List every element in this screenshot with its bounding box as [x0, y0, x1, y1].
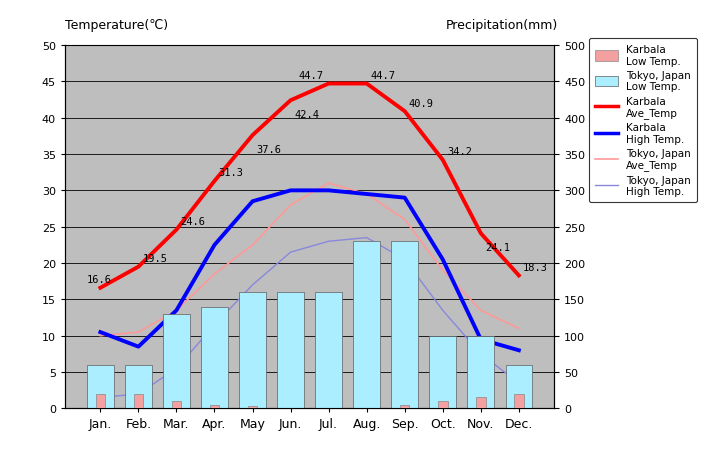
- Text: 34.2: 34.2: [447, 147, 472, 157]
- Bar: [163, 314, 190, 409]
- Bar: [476, 397, 485, 409]
- Bar: [277, 292, 304, 409]
- Text: 44.7: 44.7: [298, 71, 323, 81]
- Text: 37.6: 37.6: [257, 145, 282, 154]
- Bar: [392, 242, 418, 409]
- Bar: [505, 365, 532, 409]
- Text: 42.4: 42.4: [294, 110, 320, 120]
- Bar: [248, 406, 257, 409]
- Text: Temperature(℃): Temperature(℃): [65, 19, 168, 32]
- Text: 24.1: 24.1: [485, 242, 510, 252]
- Text: 44.7: 44.7: [371, 71, 396, 81]
- Text: 19.5: 19.5: [143, 253, 168, 263]
- Bar: [239, 292, 266, 409]
- Text: 24.6: 24.6: [181, 217, 206, 227]
- Bar: [315, 292, 342, 409]
- Bar: [210, 405, 220, 409]
- Bar: [438, 401, 448, 409]
- Bar: [467, 336, 494, 409]
- Bar: [125, 365, 152, 409]
- Text: Precipitation(mm): Precipitation(mm): [446, 19, 558, 32]
- Bar: [514, 394, 523, 409]
- Bar: [171, 401, 181, 409]
- Bar: [201, 307, 228, 409]
- Bar: [134, 394, 143, 409]
- Text: 31.3: 31.3: [219, 168, 243, 178]
- Bar: [96, 394, 105, 409]
- Text: 18.3: 18.3: [523, 262, 548, 272]
- Text: 40.9: 40.9: [409, 98, 434, 108]
- Text: 16.6: 16.6: [86, 274, 112, 285]
- Bar: [429, 336, 456, 409]
- Bar: [354, 242, 380, 409]
- Bar: [400, 405, 410, 409]
- Bar: [87, 365, 114, 409]
- Legend: Karbala
Low Temp., Tokyo, Japan
Low Temp., Karbala
Ave_Temp, Karbala
High Temp.,: Karbala Low Temp., Tokyo, Japan Low Temp…: [589, 39, 697, 203]
